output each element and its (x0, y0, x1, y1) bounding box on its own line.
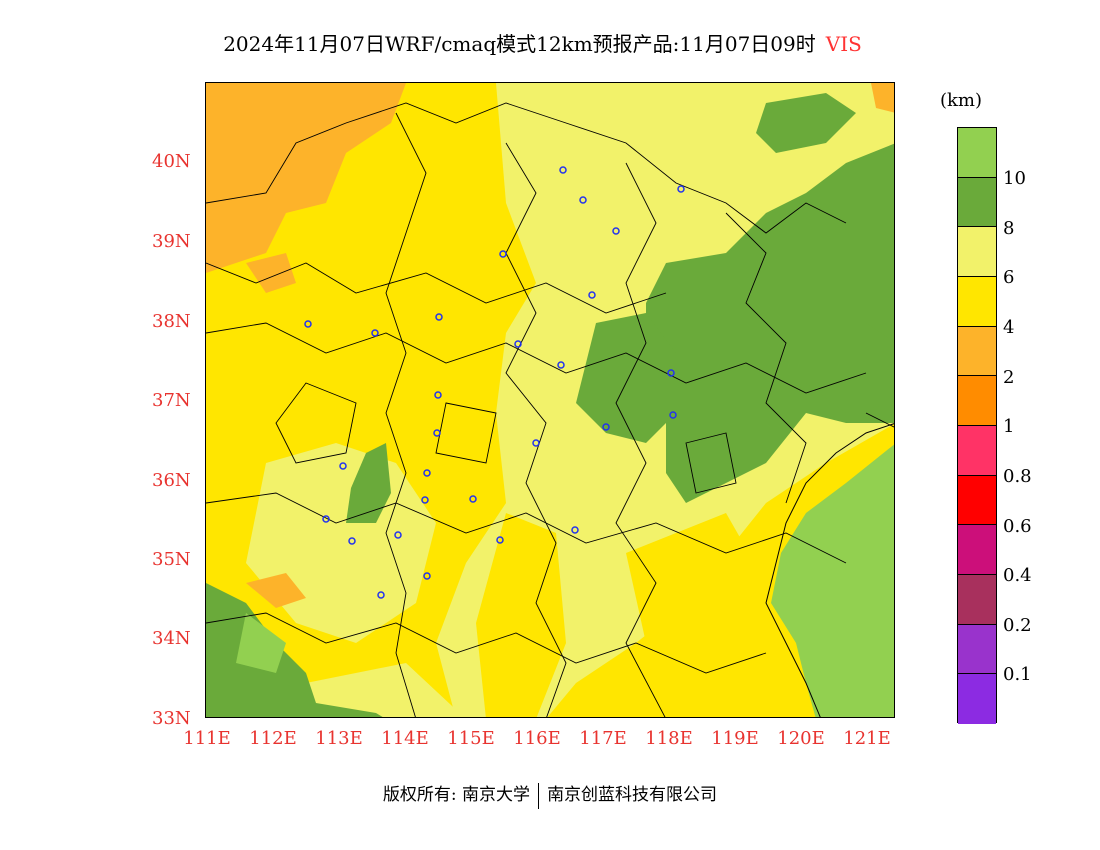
colorbar-label-2: 2 (1003, 367, 1015, 388)
footer: 版权所有: 南京大学 南京创蓝科技有限公司 (0, 780, 1100, 809)
colorbar-unit: (km) (940, 90, 983, 111)
variable-label: VIS (825, 32, 862, 56)
colorbar-label-0-2: 0.2 (1003, 615, 1032, 636)
colorbar-label-0-8: 0.8 (1003, 466, 1032, 487)
lon-label-114e: 114E (381, 728, 429, 749)
lat-label-33n: 33N (152, 708, 191, 729)
field-8-10-north (756, 93, 856, 153)
colorbar-swatch-0 (958, 128, 996, 178)
field-2-4-sw (246, 573, 306, 608)
lon-label-113e: 113E (315, 728, 363, 749)
lat-label-39n: 39N (152, 231, 191, 252)
field-8-10-shandong (806, 323, 894, 413)
visibility-field (206, 83, 894, 717)
field-8-10-east (646, 143, 894, 503)
lat-label-40n: 40N (152, 151, 191, 172)
colorbar-label-0-1: 0.1 (1003, 664, 1032, 685)
colorbar-swatch-2 (958, 227, 996, 277)
colorbar-swatch-5 (958, 376, 996, 426)
colorbar-label-10: 10 (1003, 168, 1026, 189)
colorbar-label-1: 1 (1003, 416, 1015, 437)
lat-label-34n: 34N (152, 628, 191, 649)
colorbar-swatch-7 (958, 475, 996, 526)
lat-label-37n: 37N (152, 390, 191, 411)
footer-company: 南京创蓝科技有限公司 (547, 785, 718, 805)
colorbar-label-6: 6 (1003, 267, 1015, 288)
colorbar-swatch-1 (958, 177, 996, 228)
field-8-10-center (576, 313, 676, 443)
field-8-10-west (346, 443, 391, 523)
field-4-6-south (626, 513, 766, 703)
coastline (765, 423, 894, 717)
field-10plus-sw (236, 613, 286, 673)
title-text: 2024年11月07日WRF/cmaq模式12km预报产品:11月07日09时 (223, 32, 816, 56)
lat-label-36n: 36N (152, 470, 191, 491)
colorbar-swatch-4 (958, 326, 996, 377)
field-10plus-sea (771, 444, 894, 717)
lon-label-112e: 112E (249, 728, 297, 749)
lon-label-120e: 120E (777, 728, 825, 749)
lon-label-111e: 111E (183, 728, 231, 749)
colorbar (957, 127, 997, 724)
colorbar-swatch-6 (958, 425, 996, 476)
lon-label-121e: 121E (843, 728, 891, 749)
lon-label-119e: 119E (711, 728, 759, 749)
field-2-4-patch (246, 253, 296, 293)
colorbar-swatch-3 (958, 276, 996, 327)
colorbar-swatch-10 (958, 624, 996, 675)
field-2-4-nw (206, 83, 406, 273)
lon-label-116e: 116E (513, 728, 561, 749)
lat-label-38n: 38N (152, 311, 191, 332)
colorbar-swatch-8 (958, 525, 996, 575)
lon-label-118e: 118E (645, 728, 693, 749)
field-2-4-ne (871, 83, 894, 113)
colorbar-label-8: 8 (1003, 218, 1015, 239)
forecast-map[interactable] (205, 82, 895, 718)
footer-copyright: 版权所有: 南京大学 (382, 785, 531, 805)
lon-label-117e: 117E (579, 728, 627, 749)
field-6-8-south (296, 663, 464, 717)
colorbar-label-0-4: 0.4 (1003, 565, 1032, 586)
colorbar-swatch-11 (958, 674, 996, 724)
footer-divider (538, 782, 540, 809)
colorbar-label-0-6: 0.6 (1003, 516, 1032, 537)
admin-boundaries (206, 102, 894, 717)
colorbar-label-4: 4 (1003, 317, 1015, 338)
map-title: 2024年11月07日WRF/cmaq模式12km预报产品:11月07日09时 V… (0, 28, 1085, 57)
field-4-6-band (476, 513, 566, 717)
lon-label-115e: 115E (447, 728, 495, 749)
colorbar-swatch-9 (958, 574, 996, 625)
lat-label-35n: 35N (152, 549, 191, 570)
city-markers (304, 166, 685, 599)
